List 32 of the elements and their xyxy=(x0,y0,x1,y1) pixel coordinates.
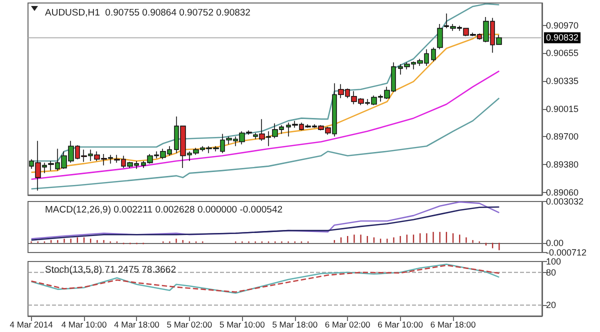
y-tick-label: 0.90655 xyxy=(546,48,579,58)
ref-line-label: 0.90832 xyxy=(546,32,579,43)
y-tick-label: 0.89700 xyxy=(546,132,579,142)
y-tick-label: 0.003032 xyxy=(546,196,584,206)
y-tick-label: -0.000712 xyxy=(546,248,587,258)
line-series xyxy=(30,97,500,190)
candlestick xyxy=(431,47,436,62)
line-series xyxy=(30,70,500,180)
y-tick-label: 100 xyxy=(546,256,562,266)
chart-title: Stoch(13,5,8) 71.2475 78.3662 xyxy=(45,264,176,276)
y-tick-label: 0.90015 xyxy=(546,104,579,114)
x-tick-label: 6 Mar 18:00 xyxy=(430,320,476,330)
x-tick-label: 4 Mar 2014 xyxy=(10,320,54,330)
chart-title: MACD(12,26,9) 0.002211 0.002628 0.000000 -0.000542 xyxy=(45,204,283,216)
line-series xyxy=(30,34,500,173)
y-tick-label: 20 xyxy=(546,300,556,310)
x-tick-label: 5 Mar 10:00 xyxy=(219,320,266,330)
y-tick-label: 0.89380 xyxy=(546,159,579,170)
y-tick-label: 0.89060 xyxy=(546,187,579,198)
y-tick-label: 0.00 xyxy=(546,238,564,248)
y-tick-label: 80 xyxy=(546,267,556,278)
text: AUDUSD,H1 0.90755 0.90864 0.90752 0.90832 xyxy=(45,8,250,18)
candlestick xyxy=(437,24,443,50)
y-tick-label: 0.90335 xyxy=(546,76,579,86)
x-tick-label: 5 Mar 18:00 xyxy=(272,320,318,330)
x-tick-label: 4 Mar 10:00 xyxy=(61,320,107,330)
x-tick-label: 6 Mar 02:00 xyxy=(324,320,371,330)
line-series xyxy=(30,206,500,241)
x-tick-label: 6 Mar 10:00 xyxy=(378,320,424,330)
x-tick-label: 4 Mar 18:00 xyxy=(114,320,160,330)
x-tick-label: 5 Mar 02:00 xyxy=(166,320,212,330)
y-tick-label: 0.90970 xyxy=(546,20,579,31)
